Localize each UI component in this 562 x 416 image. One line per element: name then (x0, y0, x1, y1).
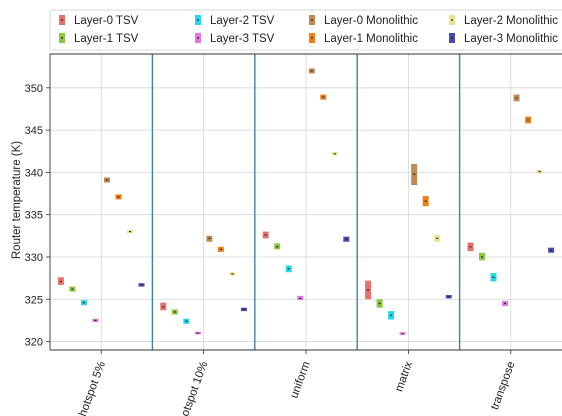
legend-label-layer-2-monolithic: Layer-2 Monolithic (464, 15, 558, 27)
category-separators (151, 54, 461, 350)
y-tick-label-320: 320 (25, 337, 43, 349)
y-axis-label: Router temperature (K) (11, 141, 23, 259)
y-tick-label-350: 350 (25, 83, 43, 95)
x-tick-label-uniform: uniform (288, 360, 312, 400)
y-tick-label-335: 335 (25, 210, 43, 222)
y-tick-label-325: 325 (25, 294, 43, 306)
y-tick-label-330: 330 (25, 252, 43, 264)
x-tick-label-matrix: matrix (393, 360, 415, 394)
legend-label-layer-3-tsv: Layer-3 TSV (210, 33, 275, 45)
legend-label-layer-1-monolithic: Layer-1 Monolithic (324, 33, 418, 45)
y-tick-labels: 320 325 330 335 340 345 350 (25, 83, 50, 349)
y-tick-label-340: 340 (25, 167, 43, 179)
x-tick-label-hotspot-10: hotspot 10% (177, 360, 210, 416)
x-tick-labels: hotspot 5% hotspot 10% uniform matrix transp… (77, 350, 518, 416)
legend-label-layer-2-tsv: Layer-2 TSV (210, 15, 275, 27)
x-tick-label-hotspot-5: hotspot 5% (77, 360, 108, 416)
x-tick-label-transpose: transpose (489, 360, 518, 412)
legend-label-layer-0-monolithic: Layer-0 Monolithic (324, 15, 418, 27)
box-marks (57, 68, 555, 335)
grid (50, 54, 562, 350)
legend-label-layer-3-monolithic: Layer-3 Monolithic (464, 33, 558, 45)
legend-label-layer-1-tsv: Layer-1 TSV (74, 33, 139, 45)
y-tick-label-345: 345 (25, 125, 43, 137)
axes: Router temperature (K) (11, 53, 562, 351)
legend-frame (49, 9, 562, 51)
legend: Layer-0 TSV Layer-1 TSV Layer-2 TSV Layer-3… (49, 9, 562, 51)
legend-label-layer-0-tsv: Layer-0 TSV (74, 15, 139, 27)
